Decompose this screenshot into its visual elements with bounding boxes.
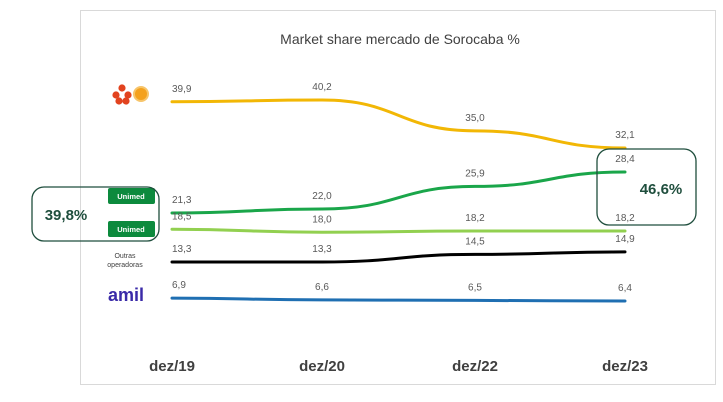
data-label-amil-1: 6,6	[315, 282, 329, 293]
data-label-flower-1: 40,2	[312, 82, 332, 93]
data-label-flower-3: 32,1	[615, 130, 635, 141]
unimed-badge-bottom-text: Unimed	[117, 225, 145, 234]
callout-box-right	[596, 148, 697, 226]
data-label-amil-3: 6,4	[618, 283, 632, 294]
series-line-unimed_a	[170, 170, 627, 215]
legend-outras-line1: Outras	[114, 253, 136, 260]
flower-petal-icon	[124, 91, 132, 99]
data-label-flower-2: 35,0	[465, 113, 485, 124]
data-label-unimed_b-1: 18,0	[312, 214, 332, 225]
data-label-outras-3: 14,9	[615, 234, 635, 245]
x-tick-label-2: dez/22	[452, 358, 498, 375]
data-label-outras-1: 13,3	[312, 244, 332, 255]
data-label-outras-2: 14,5	[465, 236, 485, 247]
series-line-outras	[170, 250, 627, 264]
callout-left-value: 39,8%	[45, 207, 88, 224]
series-line-flower	[170, 98, 627, 150]
callout-right-value: 46,6%	[640, 181, 683, 198]
data-label-unimed_b-3: 18,2	[615, 213, 635, 224]
legend-outras-line2: operadoras	[107, 262, 143, 269]
data-label-flower-0: 39,9	[172, 84, 192, 95]
x-tick-label-1: dez/20	[299, 358, 345, 375]
flower-logo-icon	[112, 84, 149, 105]
series-line-unimed_b	[170, 227, 627, 234]
data-label-unimed_a-1: 22,0	[312, 191, 332, 202]
data-label-outras-0: 13,3	[172, 244, 192, 255]
flower-petal-icon	[122, 97, 130, 105]
flower-petal-icon	[115, 97, 123, 105]
unimed-badge-bottom	[108, 221, 155, 237]
data-label-unimed_a-0: 21,3	[172, 195, 192, 206]
flower-petal-icon	[118, 84, 126, 92]
data-label-unimed_a-3: 28,4	[615, 154, 635, 165]
chart-frame	[80, 10, 716, 385]
x-tick-label-3: dez/23	[602, 358, 648, 375]
legend-amil: amil	[108, 285, 144, 305]
series-line-amil	[170, 296, 627, 303]
data-label-unimed_b-2: 18,2	[465, 213, 485, 224]
data-label-amil-2: 6,5	[468, 282, 482, 293]
data-label-amil-0: 6,9	[172, 280, 186, 291]
unimed-badge-top-text: Unimed	[117, 192, 145, 201]
unimed-badge-top	[108, 188, 155, 204]
callout-box-left	[31, 186, 160, 242]
chart-title: Market share mercado de Sorocaba %	[280, 31, 520, 47]
data-label-unimed_b-0: 18,5	[172, 211, 192, 222]
data-label-unimed_a-2: 25,9	[465, 168, 485, 179]
flower-petal-icon	[112, 91, 120, 99]
sun-icon	[133, 86, 149, 102]
x-tick-label-0: dez/19	[149, 358, 195, 375]
